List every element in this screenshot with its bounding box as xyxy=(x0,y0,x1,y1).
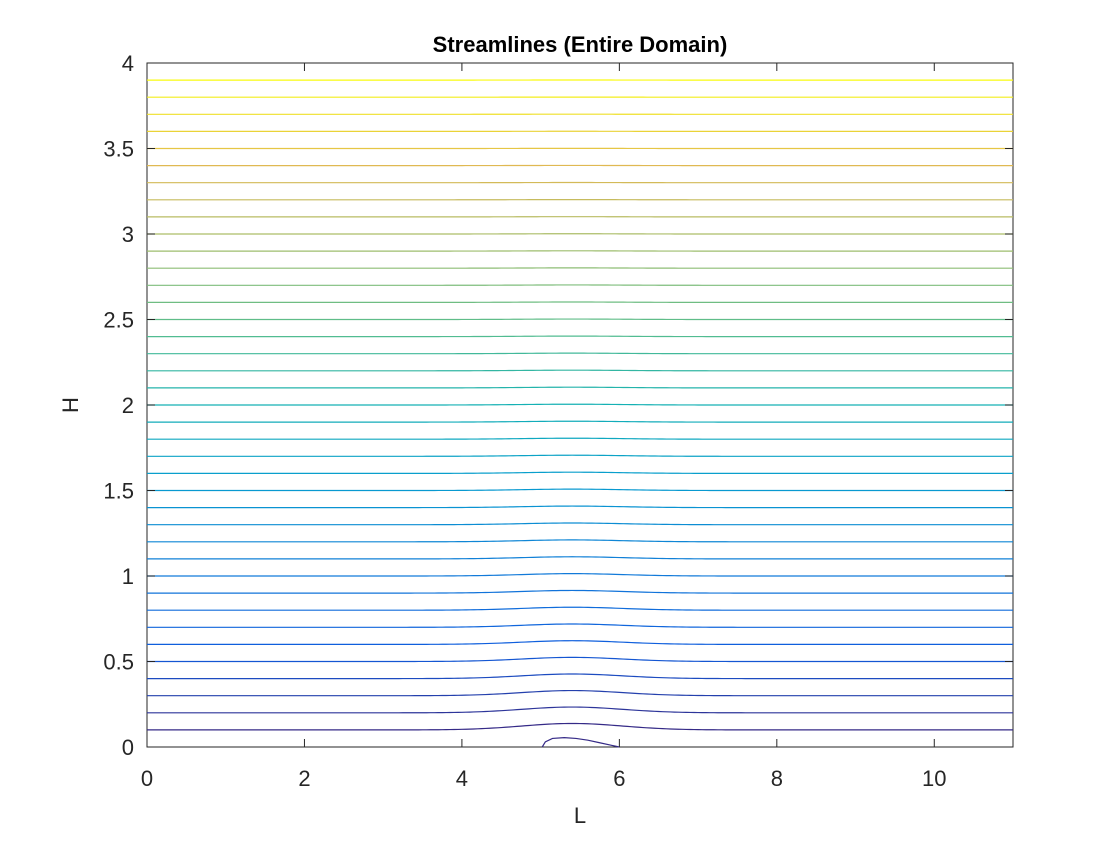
y-axis-label: H xyxy=(58,397,83,413)
y-tick-label: 3.5 xyxy=(103,137,134,162)
streamline xyxy=(147,336,1013,337)
x-tick-labels: 0 2 4 6 8 10 xyxy=(141,766,947,791)
y-tick-label: 1.5 xyxy=(103,479,134,504)
y-tick-label: 2 xyxy=(122,393,134,418)
x-tick-label: 10 xyxy=(922,766,946,791)
streamline xyxy=(147,353,1013,354)
y-tick-label: 0 xyxy=(122,735,134,760)
streamline xyxy=(147,370,1013,371)
x-tick-label: 4 xyxy=(456,766,468,791)
chart-title: Streamlines (Entire Domain) xyxy=(433,32,728,57)
x-axis-label: L xyxy=(574,803,586,828)
y-tick-label: 4 xyxy=(122,51,134,76)
y-tick-label: 3 xyxy=(122,222,134,247)
y-tick-label: 1 xyxy=(122,564,134,589)
x-tick-label: 2 xyxy=(298,766,310,791)
x-tick-label: 6 xyxy=(613,766,625,791)
streamline xyxy=(147,387,1013,388)
y-tick-label: 2.5 xyxy=(103,308,134,333)
x-tick-label: 8 xyxy=(771,766,783,791)
x-tick-label: 0 xyxy=(141,766,153,791)
y-tick-label: 0.5 xyxy=(103,650,134,675)
y-tick-labels: 0 0.5 1 1.5 2 2.5 3 3.5 4 xyxy=(103,51,134,760)
